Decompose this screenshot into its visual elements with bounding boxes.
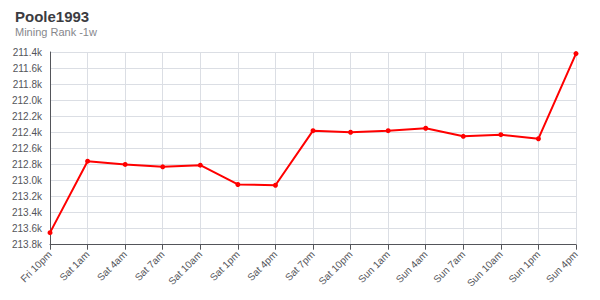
- svg-text:Sat 1pm: Sat 1pm: [208, 249, 242, 283]
- svg-text:Mining Rank -1w: Mining Rank -1w: [15, 26, 97, 38]
- svg-text:Fri 10pm: Fri 10pm: [18, 249, 54, 285]
- svg-text:213.6k: 213.6k: [12, 223, 43, 234]
- svg-text:211.8k: 211.8k: [13, 79, 43, 90]
- svg-text:Sun 10am: Sun 10am: [465, 249, 505, 289]
- svg-text:Sat 7am: Sat 7am: [133, 249, 167, 283]
- svg-text:211.4k: 211.4k: [13, 47, 43, 58]
- svg-text:213.8k: 213.8k: [12, 239, 43, 250]
- svg-text:Sun 7am: Sun 7am: [431, 249, 467, 285]
- svg-text:Sun 1pm: Sun 1pm: [506, 249, 542, 285]
- svg-text:Sat 7pm: Sat 7pm: [283, 249, 317, 283]
- svg-text:Sun 4pm: Sun 4pm: [544, 249, 580, 285]
- svg-text:212.8k: 212.8k: [12, 159, 43, 170]
- svg-text:Poole1993: Poole1993: [15, 8, 89, 25]
- svg-text:Sat 4am: Sat 4am: [95, 249, 129, 283]
- svg-text:211.6k: 211.6k: [13, 63, 43, 74]
- svg-text:Sun 1am: Sun 1am: [356, 249, 392, 285]
- svg-text:212.0k: 212.0k: [12, 95, 43, 106]
- svg-text:213.0k: 213.0k: [12, 175, 43, 186]
- svg-text:212.4k: 212.4k: [12, 127, 43, 138]
- svg-text:Sat 1am: Sat 1am: [57, 249, 91, 283]
- svg-text:212.6k: 212.6k: [12, 143, 43, 154]
- svg-text:213.4k: 213.4k: [12, 207, 43, 218]
- svg-text:213.2k: 213.2k: [12, 191, 43, 202]
- svg-text:Sat 4pm: Sat 4pm: [245, 249, 279, 283]
- svg-text:212.2k: 212.2k: [12, 111, 43, 122]
- svg-text:Sun 4am: Sun 4am: [394, 249, 430, 285]
- svg-text:Sat 10am: Sat 10am: [166, 249, 204, 287]
- svg-text:Sat 10pm: Sat 10pm: [316, 249, 354, 287]
